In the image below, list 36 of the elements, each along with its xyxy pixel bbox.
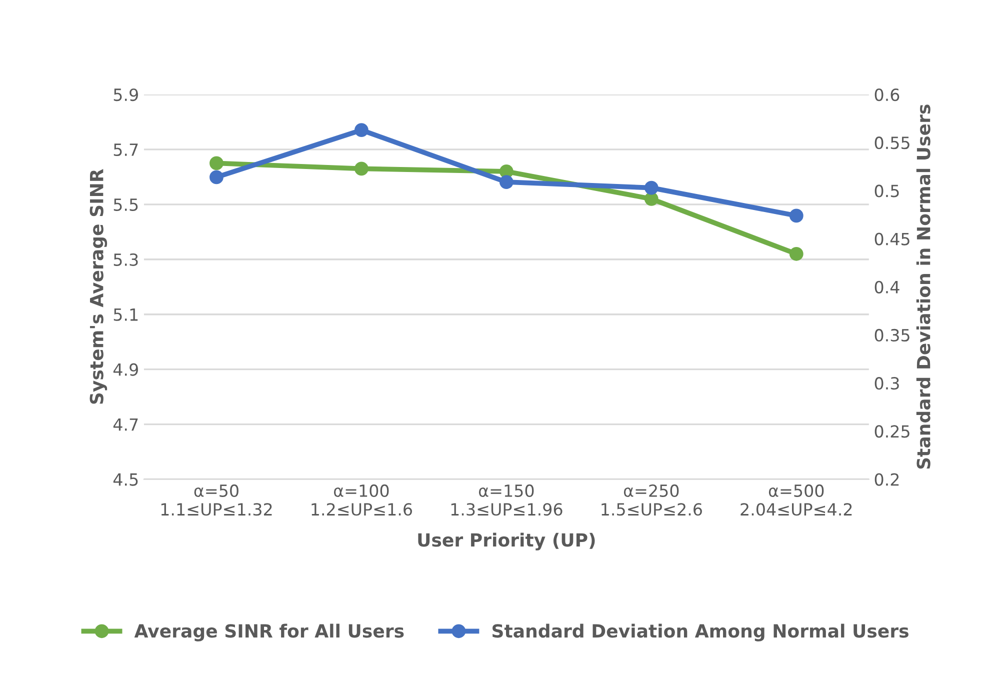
x-tick-label: α=50 1.1≤UP≤1.32 [161, 484, 272, 516]
x-tick-label: α=150 1.3≤UP≤1.96 [451, 484, 562, 516]
y-tick-label: 5.7 [114, 144, 138, 156]
y-tick-label: 5.3 [114, 253, 138, 266]
y2-tick-label: 0.55 [874, 136, 910, 150]
x-axis-title: User Priority (UP) [418, 532, 595, 550]
y-axis-title: System's Average SINR [90, 169, 108, 404]
y2-tick-label: 0.4 [874, 280, 900, 294]
point [789, 208, 804, 223]
point [644, 192, 658, 206]
y2-tick-label: 0.45 [874, 232, 910, 246]
x-tick-label: α=500 2.04≤UP≤4.2 [740, 484, 852, 516]
y2-tick-label: 0.25 [874, 425, 910, 438]
point [210, 156, 224, 170]
y2-tick-label: 0.35 [874, 328, 910, 342]
point [210, 170, 224, 184]
y2-tick-label: 0.2 [874, 473, 899, 486]
y2-tick-label: 0.5 [874, 184, 899, 198]
y-tick-label: 4.7 [113, 418, 138, 431]
point [499, 175, 514, 189]
y2-axis-title: Standard Deviation in Normal Users [916, 104, 930, 469]
y-tick-label: 5.5 [114, 198, 138, 211]
y-tick-label: 5.9 [114, 88, 138, 102]
y2-tick-label: 0.3 [874, 377, 899, 390]
point [789, 246, 804, 261]
x-tick-label: α=250 1.5≤UP≤2.6 [602, 484, 702, 516]
legend-label: Standard Deviation Among Normal Users [492, 624, 908, 642]
y-tick-label: 4.9 [113, 363, 138, 376]
y-tick-label: 5.1 [114, 308, 138, 321]
x-tick-label: α=100 1.2≤UP≤1.6 [312, 484, 412, 516]
legend-label: Average SINR for All Users [134, 624, 404, 642]
y-tick-label: 4.5 [113, 473, 138, 486]
point [354, 162, 368, 176]
point [354, 123, 368, 138]
y2-tick-label: 0.6 [874, 88, 900, 102]
point [644, 180, 658, 195]
